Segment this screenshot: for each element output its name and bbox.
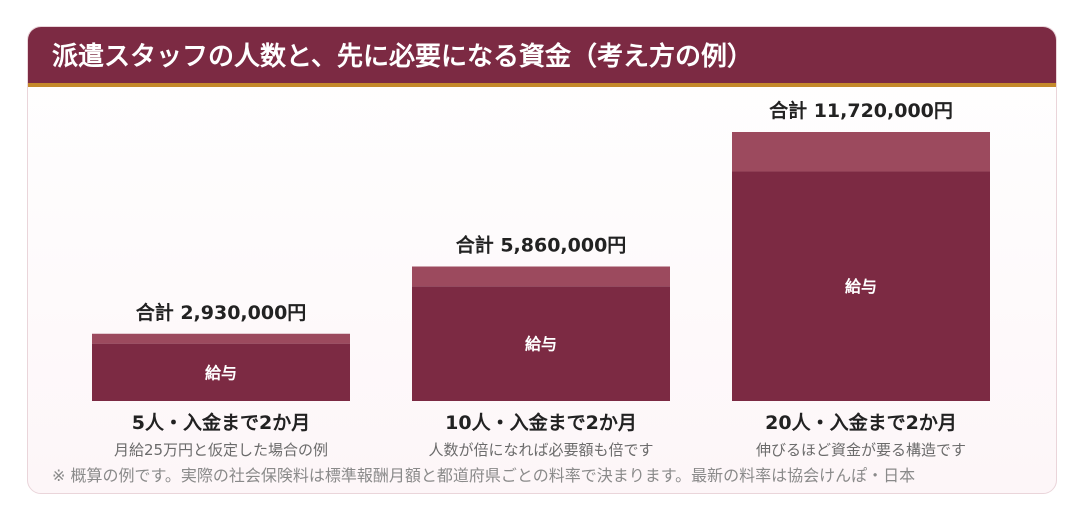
category-label: 20人・入金まで2か月: [765, 411, 957, 434]
category-subtitle: 人数が倍になれば必要額も倍です: [428, 441, 653, 459]
bar-segment: [732, 171, 990, 401]
bar-segment: [732, 132, 990, 172]
footnote: ※ 概算の例です。実際の社会保険料は標準報酬月額と都道府県ごとの料率で決まります…: [52, 466, 916, 485]
category-label: 5人・入金まで2か月: [132, 411, 310, 434]
bar-segment: [412, 286, 670, 401]
category-subtitle: 月給25万円と仮定した場合の例: [114, 441, 328, 459]
page-title: 派遣スタッフの人数と、先に必要になる資金（考え方の例）: [52, 42, 753, 72]
category-subtitle: 伸びるほど資金が要る構造です: [756, 441, 966, 459]
segment-label: 給与: [845, 277, 877, 296]
segment-label: 給与: [525, 335, 557, 354]
bar-segment: [92, 343, 350, 401]
segment-label: 給与: [205, 363, 237, 382]
total-label: 合計 11,720,000円: [769, 99, 953, 122]
title-bar: 派遣スタッフの人数と、先に必要になる資金（考え方の例）: [28, 27, 1056, 87]
total-label: 合計 5,860,000円: [456, 234, 627, 257]
bar-segment: [412, 266, 670, 287]
bar-segment: [92, 333, 350, 344]
category-label: 10人・入金まで2か月: [445, 411, 637, 434]
total-label: 合計 2,930,000円: [136, 301, 307, 324]
